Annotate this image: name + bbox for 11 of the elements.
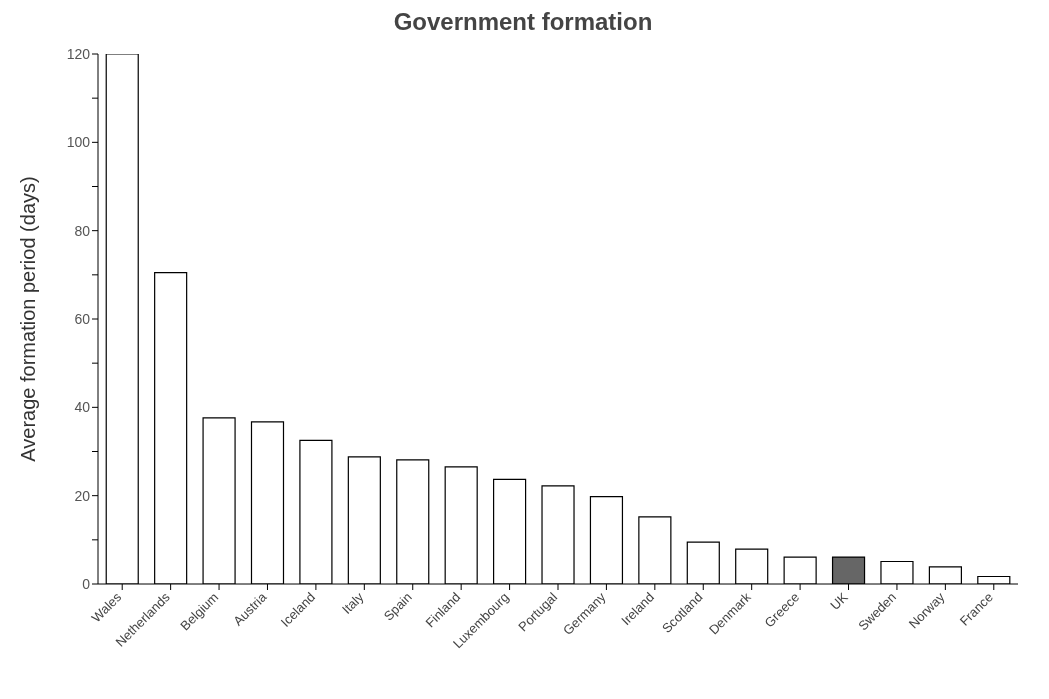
y-tick-label: 80	[74, 222, 91, 239]
y-tick-label: 40	[74, 399, 91, 416]
x-tick-label: UK	[827, 589, 851, 613]
y-tick-label: 0	[82, 575, 91, 592]
y-tick-label: 20	[74, 487, 91, 504]
y-tick-label: 100	[66, 134, 91, 151]
y-tick-label: 120	[66, 45, 91, 62]
y-tick-label: 60	[74, 310, 91, 327]
y-axis-title: Average formation period (days)	[17, 176, 40, 462]
chart-title: Government formation	[392, 8, 654, 37]
x-tick-label: Italy	[338, 589, 367, 617]
